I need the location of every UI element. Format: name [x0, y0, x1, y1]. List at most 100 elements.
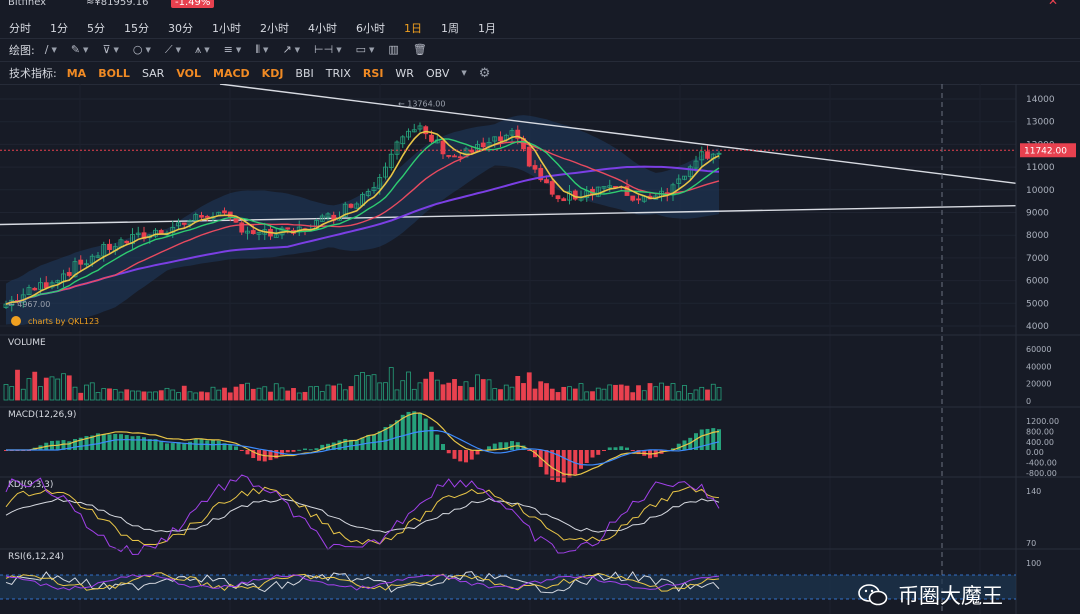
top-info-bar: Bitfinex ≈¥81959.16 -1.49% ✕ — [0, 0, 1080, 10]
support-trendline — [0, 204, 1017, 226]
macd-histogram-bar — [717, 429, 721, 450]
interval-tab-9[interactable]: 1日 — [404, 22, 422, 35]
macd-histogram-bar — [705, 428, 710, 450]
volume-bar — [302, 391, 308, 401]
candle-body — [342, 203, 348, 218]
shape-tool-icon[interactable]: ○ ▼ — [132, 43, 151, 56]
resistance-trendline — [219, 84, 1017, 184]
candle-body — [572, 190, 578, 200]
macd-histogram-bar — [285, 450, 290, 453]
macd-panel-tick: 800.00 — [1026, 427, 1054, 436]
change-badge: -1.49% — [171, 0, 215, 8]
indicator-boll[interactable]: BOLL — [98, 66, 130, 80]
close-icon[interactable]: ✕ — [1048, 0, 1059, 8]
volume-bar — [601, 388, 607, 401]
parallel-tool-icon[interactable]: ⦀ ▼ — [255, 42, 269, 56]
measure-tool-icon[interactable]: ⊢⊣ ▼ — [314, 43, 342, 56]
volume-bar — [595, 387, 601, 401]
indicator-rsi[interactable]: RSI — [362, 66, 384, 80]
price-axis-tick: 4000 — [1026, 322, 1049, 332]
indicator-macd[interactable]: MACD — [213, 66, 250, 80]
ma10-line — [5, 138, 720, 305]
pen-tool-icon[interactable]: ⟋ ▼ — [164, 42, 181, 56]
volume-panel-tick: 20000 — [1026, 380, 1051, 389]
volume-bar — [348, 386, 354, 401]
obv-dropdown-icon[interactable]: ▼ — [461, 69, 467, 77]
candle-body — [400, 136, 406, 145]
macd-histogram-bar — [377, 431, 382, 450]
indicator-kdj[interactable]: KDJ — [261, 66, 284, 80]
settings-gear-icon[interactable]: ⚙ — [478, 65, 491, 81]
candle-body — [595, 186, 601, 197]
macd-histogram-bar — [119, 434, 123, 450]
stats-tool-icon[interactable]: ▥ — [388, 43, 399, 56]
candle-body — [693, 160, 699, 169]
indicator-obv[interactable]: OBV — [425, 66, 450, 80]
candle-body — [135, 232, 141, 235]
volume-bar — [130, 390, 135, 401]
interval-tab-7[interactable]: 4小时 — [308, 22, 337, 35]
candle-body — [406, 130, 411, 138]
volume-bar — [452, 379, 457, 401]
interval-tab-3[interactable]: 15分 — [124, 22, 149, 35]
fib-tool-icon[interactable]: ⊽ ▼ — [102, 43, 119, 56]
macd-histogram-bar — [636, 450, 641, 455]
interval-tab-10[interactable]: 1周 — [441, 22, 459, 35]
macd-histogram-bar — [544, 450, 549, 475]
text-tool-icon[interactable]: ≡ ▼ — [223, 43, 242, 56]
macd-histogram-bar — [602, 450, 606, 451]
volume-bar — [354, 375, 360, 401]
candle-body — [388, 153, 394, 168]
indicator-sar[interactable]: SAR — [141, 66, 165, 80]
indicator-vol[interactable]: VOL — [176, 66, 201, 80]
drawing-toolbar: 绘图: ∕ ▼ ✎ ▼ ⊽ ▼ ○ ▼ ⟋ ▼ ⩚ ▼ ≡ ▼ ⦀ ▼ ↗ ▼ ⊢⊣ ▼ ▭ ▼ ▥ … — [0, 39, 1080, 60]
volume-bar — [641, 390, 647, 401]
volume-bar — [187, 391, 193, 401]
volume-bar — [544, 383, 549, 401]
macd-histogram-bar — [475, 450, 480, 455]
indicator-ma[interactable]: MA — [66, 66, 87, 80]
volume-bar — [388, 367, 394, 401]
macd-histogram-bar — [280, 450, 284, 455]
pattern-tool-icon[interactable]: ⩚ ▼ — [194, 42, 210, 56]
kdj-panel-tick: 140 — [1026, 487, 1041, 496]
volume-bar — [49, 376, 55, 401]
candle-body — [66, 272, 72, 276]
interval-tab-1[interactable]: 1分 — [50, 22, 68, 35]
macd-histogram-bar — [308, 449, 313, 451]
indicator-bar: 技术指标: MA BOLL SAR VOL MACD KDJ BBI TRIX RSI WR OBV… — [0, 62, 1080, 84]
watermark-text: 币圈大魔王 — [898, 584, 1003, 608]
volume-bar — [521, 383, 526, 401]
volume-bar — [308, 386, 314, 401]
interval-tab-5[interactable]: 1小时 — [212, 22, 241, 35]
brush-tool-icon[interactable]: ✎ ▼ — [70, 43, 89, 56]
indicator-label: 技术指标: — [9, 67, 57, 80]
volume-bar — [15, 369, 20, 401]
interval-tab-11[interactable]: 1月 — [478, 22, 496, 35]
macd-histogram-bar — [142, 437, 146, 450]
volume-panel-tick: 60000 — [1026, 345, 1051, 354]
interval-tab-4[interactable]: 30分 — [168, 22, 193, 35]
comment-tool-icon[interactable]: ▭ ▼ — [355, 43, 375, 56]
trash-tool-icon[interactable]: 🗑 — [412, 43, 427, 56]
indicator-bbi[interactable]: BBI — [295, 66, 314, 80]
interval-tab-6[interactable]: 2小时 — [260, 22, 289, 35]
volume-bar — [38, 386, 43, 401]
candle-body — [32, 287, 38, 291]
volume-bar — [653, 386, 659, 401]
indicator-wr[interactable]: WR — [395, 66, 414, 80]
interval-tab-2[interactable]: 5分 — [87, 22, 105, 35]
arrow-tool-icon[interactable]: ↗ ▼ — [282, 43, 301, 56]
line-tool-icon[interactable]: ∕ ▼ — [44, 43, 57, 56]
macd-histogram-bar — [251, 450, 256, 459]
macd-histogram-bar — [694, 433, 698, 450]
volume-bar — [342, 389, 348, 401]
indicator-trix[interactable]: TRIX — [325, 66, 351, 80]
volume-bar — [222, 387, 227, 401]
price-chart[interactable]: 1400013000120001100010000900080007000600… — [0, 84, 1080, 614]
price-axis-tick: 7000 — [1026, 254, 1049, 264]
macd-histogram-bar — [521, 445, 526, 450]
interval-tab-8[interactable]: 6小时 — [356, 22, 385, 35]
candle-body — [601, 186, 607, 189]
interval-tab-0[interactable]: 分时 — [9, 22, 31, 35]
